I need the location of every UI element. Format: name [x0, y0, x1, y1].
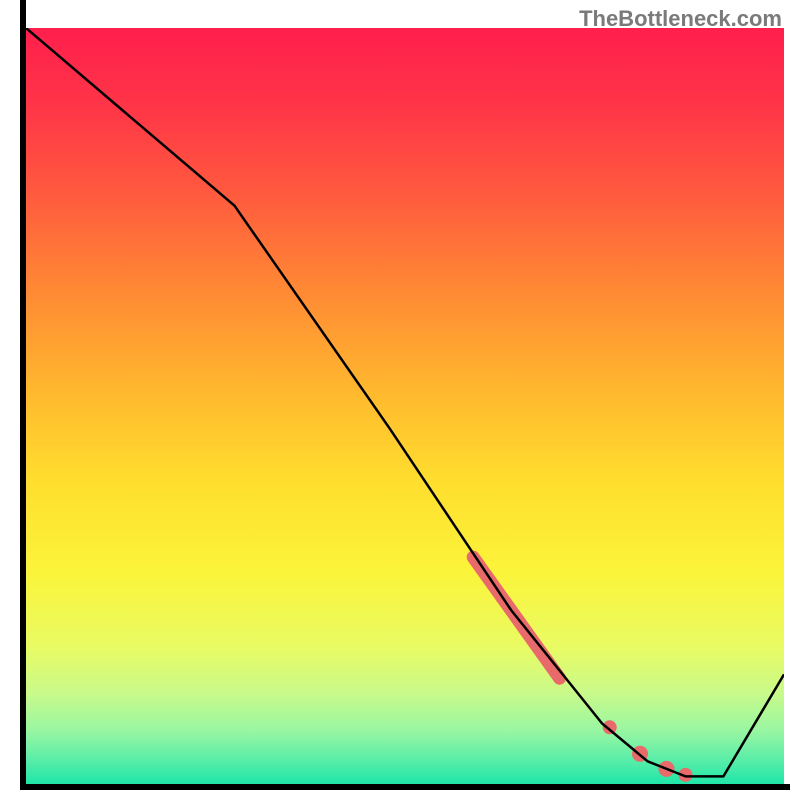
curve-line [26, 28, 784, 776]
plot-area [26, 28, 784, 784]
highlight-layer [473, 557, 692, 782]
chart-overlay [26, 28, 784, 784]
x-axis [20, 784, 790, 790]
y-axis [20, 0, 26, 790]
watermark-text: TheBottleneck.com [579, 6, 782, 32]
